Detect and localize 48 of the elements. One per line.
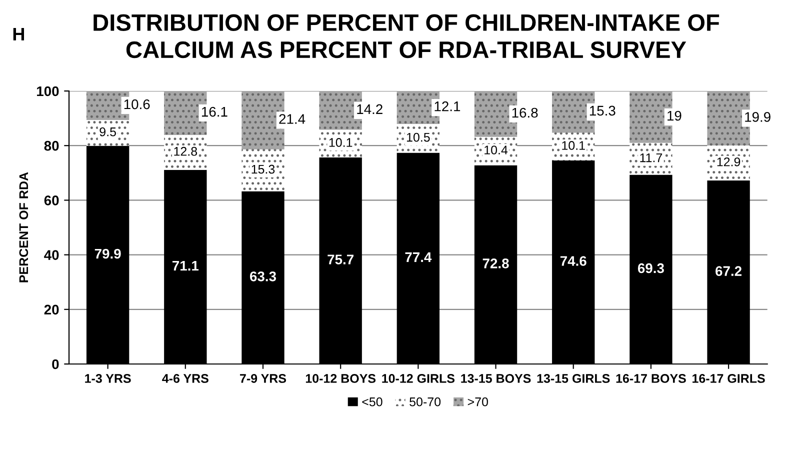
data-label: 11.7 bbox=[640, 153, 662, 162]
data-label: 19.9 bbox=[745, 112, 770, 122]
legend-label: >70 bbox=[468, 397, 488, 406]
data-label: 10.4 bbox=[484, 146, 508, 154]
chart-title: DISTRIBUTION OF PERCENT OF CHILDREN-INTAKE OF CALCIUM AS PERCENT OF RDA-TRIBAL SURVEY bbox=[94, 14, 720, 58]
y-tick-label: 100 bbox=[37, 86, 59, 96]
legend-label: <50 bbox=[362, 397, 382, 406]
data-label: 10.1 bbox=[562, 141, 585, 150]
data-label: 10.5 bbox=[406, 132, 430, 142]
data-label: 74.6 bbox=[560, 256, 586, 266]
x-tick-label: 10-12 GIRLS bbox=[382, 374, 455, 383]
data-label: 79.9 bbox=[94, 248, 121, 259]
data-label: 14.2 bbox=[357, 104, 382, 114]
x-tick-label: 13-15 GIRLS bbox=[537, 374, 610, 383]
data-label: 16.1 bbox=[202, 106, 228, 117]
data-label: 12.8 bbox=[174, 146, 198, 156]
data-label: 9.5 bbox=[100, 127, 116, 136]
data-label: 21.4 bbox=[279, 114, 306, 124]
y-tick-label: 0 bbox=[52, 359, 59, 370]
y-tick-label: 60 bbox=[44, 196, 59, 206]
data-label: 10.6 bbox=[124, 99, 150, 110]
data-label: 67.2 bbox=[716, 266, 742, 276]
y-tick-label: 80 bbox=[44, 140, 59, 151]
x-tick-label: 16-17 BOYS bbox=[616, 374, 686, 383]
x-tick-label: 4-6 YRS bbox=[162, 374, 208, 383]
legend-label: 50-70 bbox=[410, 397, 441, 406]
data-label: 10.1 bbox=[329, 138, 352, 147]
x-tick-label: 16-17 GIRLS bbox=[692, 374, 765, 383]
y-tick-label: 40 bbox=[44, 250, 59, 260]
data-label: 77.4 bbox=[405, 252, 432, 262]
x-tick-label: 1-3 YRS bbox=[85, 374, 131, 383]
data-label: 12.1 bbox=[434, 101, 460, 112]
y-tick-label: 20 bbox=[44, 304, 59, 315]
x-tick-label: 10-12 BOYS bbox=[306, 374, 376, 383]
text: H bbox=[13, 28, 24, 40]
data-label: 15.3 bbox=[252, 164, 275, 174]
x-tick-label: 7-9 YRS bbox=[240, 374, 286, 383]
y-axis-title: PERCENT OF RDA bbox=[19, 172, 28, 282]
data-label: 63.3 bbox=[250, 271, 276, 282]
data-label: 69.3 bbox=[638, 263, 664, 274]
data-label: 12.9 bbox=[717, 157, 740, 166]
data-label: 71.1 bbox=[172, 260, 199, 271]
data-label: 75.7 bbox=[328, 254, 354, 264]
data-label: 72.8 bbox=[482, 258, 509, 268]
data-label: 19 bbox=[668, 110, 682, 121]
data-label: 16.8 bbox=[512, 108, 538, 118]
data-label: 15.3 bbox=[590, 106, 616, 116]
x-tick-label: 13-15 BOYS bbox=[461, 374, 531, 383]
